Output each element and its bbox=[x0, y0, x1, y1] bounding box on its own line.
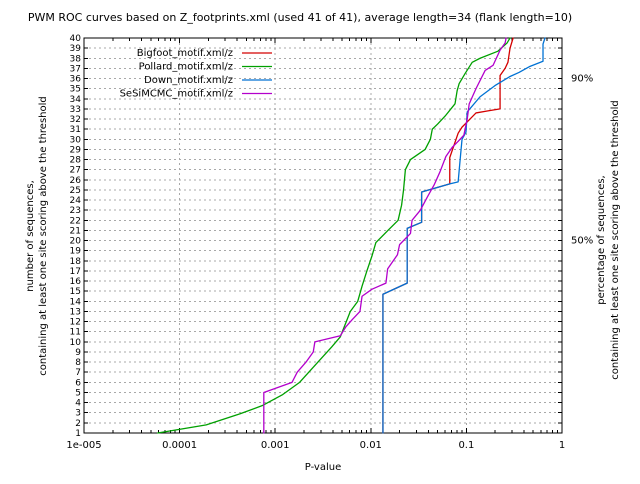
x-tick-labels: 1e-005 0.0001 0.001 0.01 0.1 1 bbox=[66, 440, 565, 451]
svg-text:24: 24 bbox=[70, 196, 82, 206]
x-axis-label: P-value bbox=[305, 462, 341, 473]
svg-text:25: 25 bbox=[70, 186, 81, 196]
svg-text:7: 7 bbox=[75, 368, 81, 378]
grid bbox=[84, 38, 562, 433]
y-axis-label-line2: containing at least one site scoring abo… bbox=[38, 96, 49, 376]
svg-text:13: 13 bbox=[70, 307, 81, 317]
legend-label: SeSiMCMC_motif.xml/z bbox=[120, 89, 233, 100]
svg-text:40: 40 bbox=[70, 34, 82, 44]
svg-text:50%: 50% bbox=[571, 236, 593, 247]
svg-text:14: 14 bbox=[70, 297, 82, 307]
svg-text:33: 33 bbox=[70, 105, 81, 115]
svg-text:37: 37 bbox=[70, 64, 81, 74]
svg-text:30: 30 bbox=[70, 135, 82, 145]
legend-label: Bigfoot_motif.xml/z bbox=[137, 48, 233, 59]
svg-text:0.01: 0.01 bbox=[360, 440, 382, 451]
legend-label: Down_motif.xml/z bbox=[144, 75, 233, 86]
svg-text:8: 8 bbox=[75, 358, 81, 368]
svg-text:0.001: 0.001 bbox=[261, 440, 290, 451]
svg-text:34: 34 bbox=[70, 95, 82, 105]
svg-text:0.1: 0.1 bbox=[458, 440, 474, 451]
svg-text:6: 6 bbox=[75, 378, 81, 388]
svg-text:90%: 90% bbox=[571, 74, 593, 85]
curves bbox=[157, 37, 546, 434]
svg-text:36: 36 bbox=[70, 75, 82, 85]
svg-text:26: 26 bbox=[70, 176, 82, 186]
svg-text:19: 19 bbox=[70, 247, 82, 257]
svg-text:11: 11 bbox=[70, 328, 81, 338]
svg-text:31: 31 bbox=[70, 125, 81, 135]
svg-text:35: 35 bbox=[70, 85, 81, 95]
svg-text:4: 4 bbox=[75, 399, 81, 409]
svg-text:1: 1 bbox=[559, 440, 565, 451]
legend: Bigfoot_motif.xml/z Pollard_motif.xml/z Do… bbox=[120, 48, 272, 100]
svg-text:32: 32 bbox=[70, 115, 81, 125]
y2-axis-label-line1: percentage of sequences, bbox=[596, 175, 607, 305]
svg-text:1: 1 bbox=[75, 429, 81, 439]
svg-text:16: 16 bbox=[70, 277, 82, 287]
svg-text:1e-005: 1e-005 bbox=[66, 440, 101, 451]
svg-text:3: 3 bbox=[75, 409, 81, 419]
svg-text:12: 12 bbox=[70, 318, 81, 328]
legend-label: Pollard_motif.xml/z bbox=[139, 62, 233, 73]
svg-text:15: 15 bbox=[70, 287, 81, 297]
svg-text:27: 27 bbox=[70, 166, 81, 176]
svg-text:0.0001: 0.0001 bbox=[162, 440, 197, 451]
svg-text:39: 39 bbox=[70, 44, 82, 54]
svg-text:21: 21 bbox=[70, 226, 81, 236]
svg-text:10: 10 bbox=[70, 338, 82, 348]
y2-tick-labels: 90% 50% bbox=[571, 74, 593, 247]
svg-text:5: 5 bbox=[75, 388, 81, 398]
svg-text:17: 17 bbox=[70, 267, 81, 277]
svg-text:38: 38 bbox=[70, 54, 82, 64]
svg-text:20: 20 bbox=[70, 237, 82, 247]
svg-text:9: 9 bbox=[75, 348, 81, 358]
plot-border-and-ticks bbox=[83, 37, 563, 434]
svg-text:29: 29 bbox=[70, 145, 82, 155]
svg-text:23: 23 bbox=[70, 206, 81, 216]
y-axis-label-line1: number of sequences, bbox=[25, 180, 36, 292]
svg-text:22: 22 bbox=[70, 216, 81, 226]
svg-text:2: 2 bbox=[75, 419, 81, 429]
y-tick-labels: 1234567891011121314151617181920212223242… bbox=[70, 34, 82, 439]
svg-text:18: 18 bbox=[70, 257, 82, 267]
y2-axis-label-line2: containing at least one site scoring abo… bbox=[610, 100, 621, 380]
svg-text:28: 28 bbox=[70, 156, 82, 166]
chart-title: PWM ROC curves based on Z_footprints.xml… bbox=[28, 11, 572, 24]
